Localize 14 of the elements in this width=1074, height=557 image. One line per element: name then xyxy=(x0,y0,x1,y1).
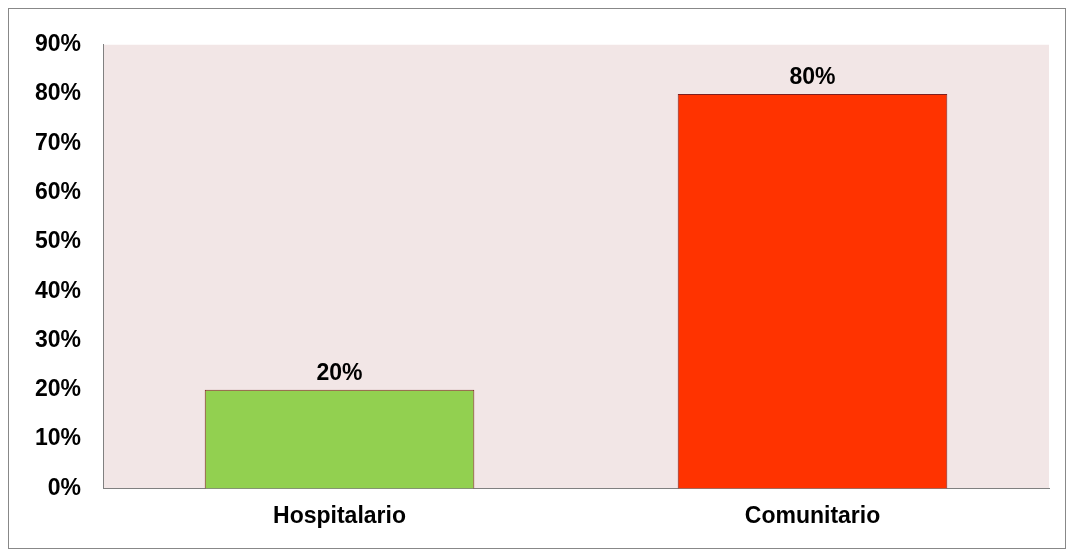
y-tick-label: 60% xyxy=(34,178,82,205)
x-tick-label: Comunitario xyxy=(744,501,881,528)
x-tick-label: Hospitalario xyxy=(273,501,406,528)
y-tick-label: 20% xyxy=(34,375,82,402)
y-tick-label: 80% xyxy=(34,79,82,106)
data-label: 20% xyxy=(316,358,363,385)
y-tick-label: 0% xyxy=(47,473,82,500)
y-tick-label: 50% xyxy=(34,227,82,254)
y-tick-label: 30% xyxy=(34,325,82,352)
y-tick-label: 40% xyxy=(34,276,82,303)
y-tick-label: 70% xyxy=(34,128,82,155)
y-tick-label: 90% xyxy=(34,30,82,57)
data-label: 80% xyxy=(789,62,836,89)
y-tick-label: 10% xyxy=(34,424,82,451)
